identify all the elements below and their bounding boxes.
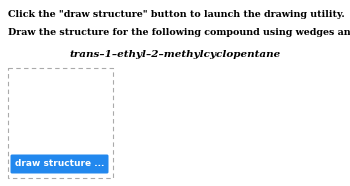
Text: draw structure ...: draw structure ... [15, 160, 104, 169]
Text: Click the "draw structure" button to launch the drawing utility.: Click the "draw structure" button to lau… [8, 10, 345, 19]
Text: Draw the structure for the following compound using wedges and dashes.: Draw the structure for the following com… [8, 28, 350, 37]
Bar [8, 68, 113, 178]
FancyBboxPatch shape [10, 155, 109, 174]
Text: trans–1–ethyl–2–methylcyclopentane: trans–1–ethyl–2–methylcyclopentane [69, 50, 281, 59]
